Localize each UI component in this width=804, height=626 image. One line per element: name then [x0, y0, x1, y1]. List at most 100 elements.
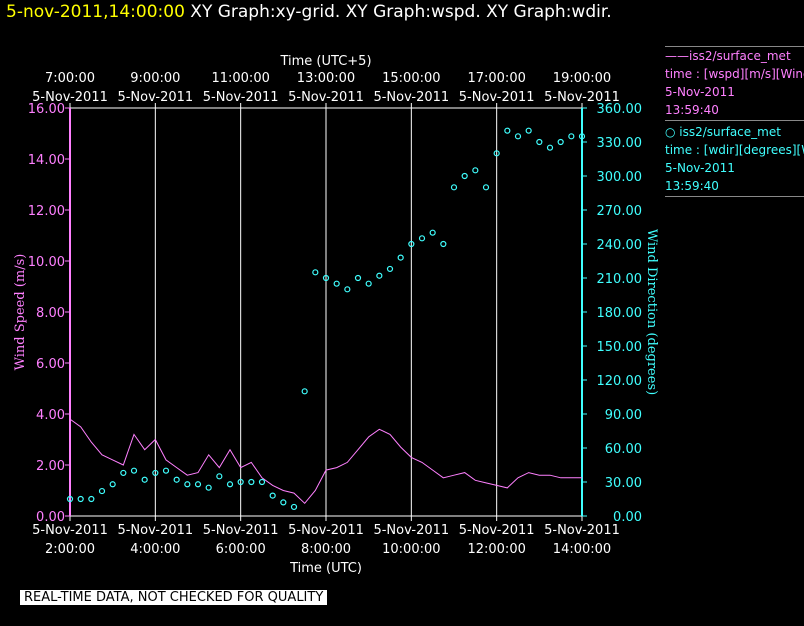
wdir-point: [536, 138, 543, 146]
left-tick-label: 12.00: [28, 204, 65, 219]
wdir-point: [280, 499, 287, 506]
right-axis-title: Wind Direction (degrees): [644, 229, 659, 395]
wdir-point: [472, 167, 479, 174]
wdir-point: [578, 133, 586, 140]
legend-wdir-desc: time : [wdir][degrees][Wi: [665, 143, 804, 157]
legend-wspd-name: ——iss2/surface_met: [665, 49, 791, 63]
wdir-point: [216, 473, 223, 480]
wdir-point: [440, 240, 447, 248]
top-tick-date: 5-Nov-2011: [288, 90, 364, 105]
top-tick-date: 5-Nov-2011: [203, 90, 279, 105]
legend-wspd-time: 13:59:40: [665, 103, 719, 117]
bottom-tick-time: 6:00:00: [216, 542, 266, 557]
right-tick-label: 180.00: [597, 306, 643, 321]
bottom-axis-title: Time (UTC): [289, 561, 362, 576]
wdir-point: [354, 274, 362, 282]
bottom-tick-date: 5-Nov-2011: [32, 523, 108, 538]
bottom-tick-date: 5-Nov-2011: [288, 523, 364, 538]
bottom-tick-time: 2:00:00: [45, 542, 95, 557]
top-tick-time: 13:00:00: [297, 71, 355, 86]
wdir-point: [333, 280, 340, 287]
bottom-tick-time: 12:00:00: [467, 542, 525, 557]
wdir-point: [109, 481, 116, 488]
bottom-tick-date: 5-Nov-2011: [203, 523, 279, 538]
wdir-point: [568, 133, 575, 140]
wdir-point: [248, 478, 255, 486]
left-tick-label: 6.00: [36, 357, 65, 372]
wdir-point: [269, 492, 276, 499]
legend-wdir-date: 5-Nov-2011: [665, 161, 735, 175]
wdir-point: [194, 481, 202, 488]
wdir-point: [290, 503, 298, 511]
right-tick-label: 150.00: [597, 340, 643, 355]
top-tick-date: 5-Nov-2011: [32, 90, 108, 105]
top-tick-date: 5-Nov-2011: [544, 90, 620, 105]
wdir-point: [397, 254, 404, 261]
axes: 5-Nov-2011 2:00:00 5-Nov-2011 4:00:00 5-Nov-…: [13, 54, 659, 576]
wdir-point: [152, 469, 159, 477]
right-tick-label: 240.00: [597, 238, 643, 253]
legend-wspd-desc: time : [wspd][m/s][Wind: [665, 67, 804, 81]
wdir-point: [301, 388, 308, 395]
legend-entry-wspd: ——iss2/surface_met time : [wspd][m/s][Wi…: [665, 46, 804, 121]
right-tick-label: 270.00: [597, 204, 643, 219]
quality-notice: REAL-TIME DATA, NOT CHECKED FOR QUALITY: [20, 590, 328, 605]
top-tick-time: 9:00:00: [130, 71, 180, 86]
wdir-point: [184, 481, 191, 488]
legend-wdir-time: 13:59:40: [665, 179, 719, 193]
wdir-point: [205, 484, 212, 491]
wdir-point: [418, 235, 426, 242]
bottom-tick-date: 5-Nov-2011: [459, 523, 535, 538]
bottom-tick-time: 8:00:00: [301, 542, 351, 557]
left-tick-label: 2.00: [36, 459, 65, 474]
wdir-point: [322, 274, 330, 282]
left-tick-label: 14.00: [28, 153, 65, 168]
legend: ——iss2/surface_met time : [wspd][m/s][Wi…: [665, 46, 804, 199]
wdir-point: [237, 478, 244, 486]
wdir-point: [312, 269, 319, 276]
wdir-point: [461, 172, 468, 180]
right-tick-label: 0.00: [613, 510, 642, 525]
wdir-point: [504, 127, 511, 134]
right-tick-label: 90.00: [605, 408, 642, 423]
wdir-point: [226, 481, 234, 488]
wdir-point: [525, 127, 532, 134]
top-tick-time: 17:00:00: [467, 71, 525, 86]
left-tick-label: 0.00: [36, 510, 65, 525]
wdir-point: [365, 280, 372, 287]
left-axis-title: Wind Speed (m/s): [13, 254, 28, 371]
wdir-point: [173, 476, 180, 483]
wdir-point: [120, 469, 127, 477]
wdir-point: [546, 144, 554, 151]
wdir-point: [386, 265, 394, 273]
wdir-point: [493, 150, 500, 157]
wdir-point: [450, 184, 458, 191]
right-tick-label: 120.00: [597, 374, 643, 389]
legend-wspd-date: 5-Nov-2011: [665, 85, 735, 99]
bottom-tick-date: 5-Nov-2011: [117, 523, 193, 538]
top-axis-title: Time (UTC+5): [279, 54, 371, 69]
graph-list: XY Graph:xy-grid. XY Graph:wspd. XY Grap…: [190, 2, 612, 22]
right-tick-label: 210.00: [597, 272, 643, 287]
top-tick-time: 11:00:00: [211, 71, 269, 86]
left-tick-label: 8.00: [36, 306, 65, 321]
wind-direction-points: [66, 127, 586, 511]
wind-speed-line: [69, 418, 582, 505]
left-tick-label: 16.00: [28, 102, 65, 117]
top-tick-date: 5-Nov-2011: [373, 90, 449, 105]
wdir-point: [66, 495, 74, 503]
wdir-point: [88, 495, 95, 503]
top-tick-date: 5-Nov-2011: [117, 90, 193, 105]
wdir-point: [408, 240, 415, 248]
bottom-tick-date: 5-Nov-2011: [373, 523, 449, 538]
wdir-point: [98, 487, 106, 495]
top-tick-time: 7:00:00: [45, 71, 95, 86]
graph-title: 5-nov-2011,14:00:00 XY Graph:xy-grid. XY…: [6, 2, 612, 22]
legend-wdir-name: ○ iss2/surface_met: [665, 125, 781, 139]
right-tick-label: 60.00: [605, 442, 642, 457]
left-tick-label: 10.00: [28, 255, 65, 270]
bottom-tick-time: 10:00:00: [382, 542, 440, 557]
wdir-point: [376, 272, 383, 279]
timestamp: 5-nov-2011,14:00:00: [6, 2, 185, 22]
